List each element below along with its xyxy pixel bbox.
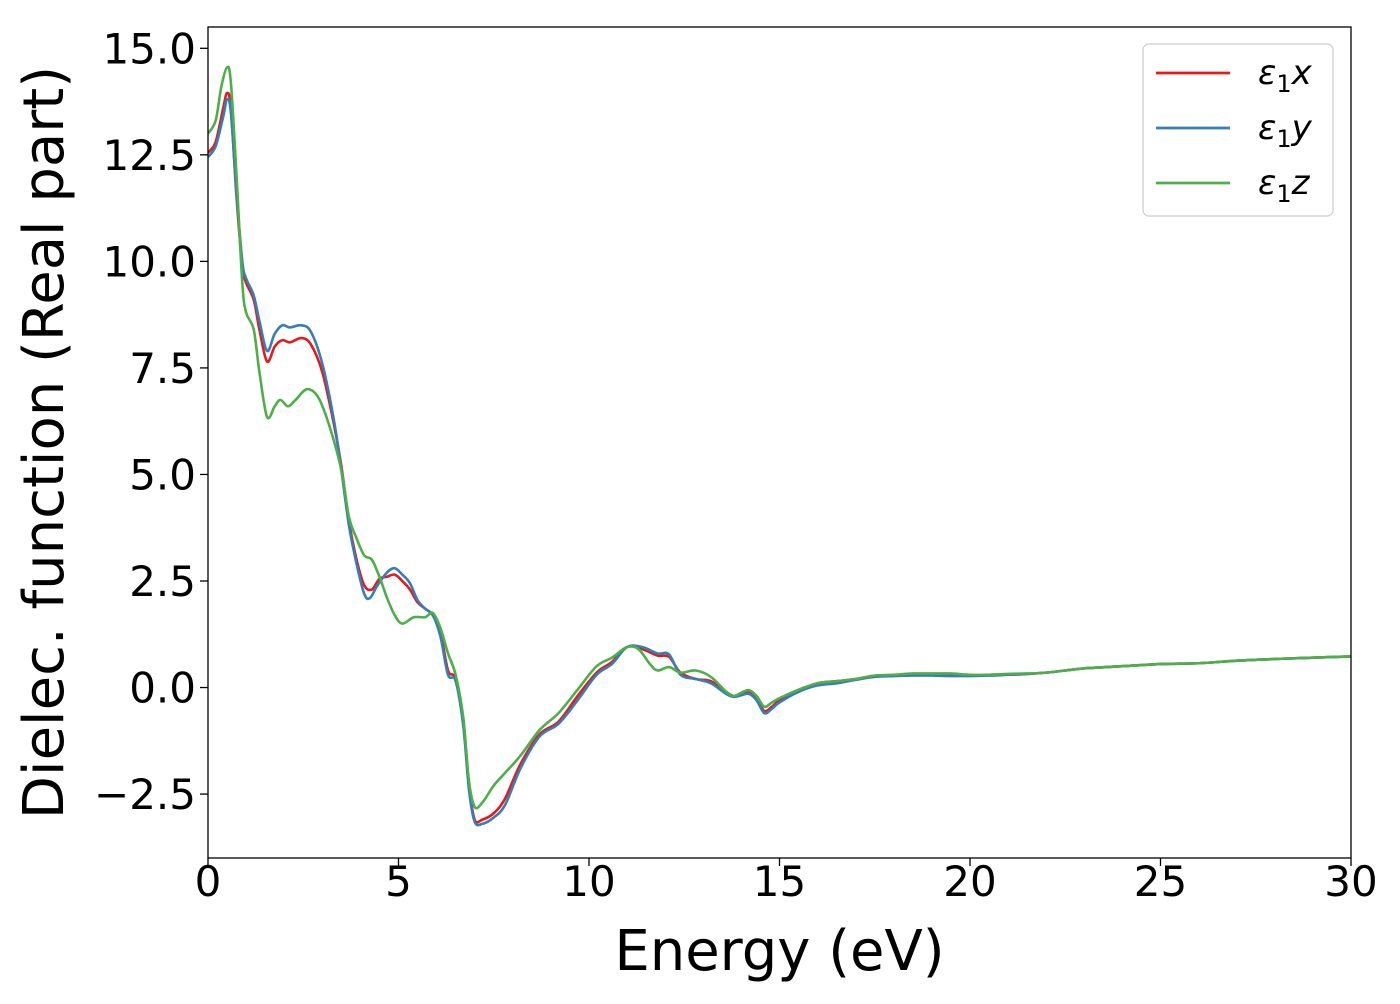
series-line-3 — [208, 65, 1351, 810]
x-axis-label: Energy (eV) — [614, 919, 944, 984]
x-tick-label: 0 — [195, 857, 222, 906]
x-tick-label: 20 — [943, 857, 996, 906]
legend-label-3: ε1z — [1258, 163, 1311, 208]
x-tick-label: 25 — [1134, 857, 1187, 906]
y-tick-label: 15.0 — [102, 24, 196, 73]
y-tick-label: 10.0 — [102, 237, 196, 286]
x-tick-label: 10 — [562, 857, 615, 906]
x-axis-ticks: 0 5 10 15 20 25 30 — [195, 857, 1378, 906]
y-axis-ticks: −2.5 0.0 2.5 5.0 7.5 10.0 12.5 15.0 — [94, 24, 208, 819]
y-tick-label: 0.0 — [129, 664, 196, 713]
legend: ε1x ε1y ε1z — [1142, 43, 1334, 217]
y-axis-label: Dielec. function (Real part) — [12, 66, 77, 819]
legend-box — [1142, 43, 1334, 217]
y-tick-label: 5.0 — [129, 450, 196, 499]
series-line-2 — [208, 97, 1351, 827]
x-tick-label: 5 — [385, 857, 412, 906]
legend-label-1: ε1x — [1258, 53, 1313, 98]
legend-label-2: ε1y — [1258, 108, 1313, 153]
y-tick-label: 12.5 — [102, 131, 196, 180]
x-tick-label: 15 — [753, 857, 806, 906]
x-tick-label: 30 — [1324, 857, 1377, 906]
y-tick-label: 2.5 — [129, 557, 196, 606]
y-tick-label: 7.5 — [129, 344, 196, 393]
y-tick-label: −2.5 — [94, 770, 196, 819]
plot-curves — [208, 65, 1351, 827]
